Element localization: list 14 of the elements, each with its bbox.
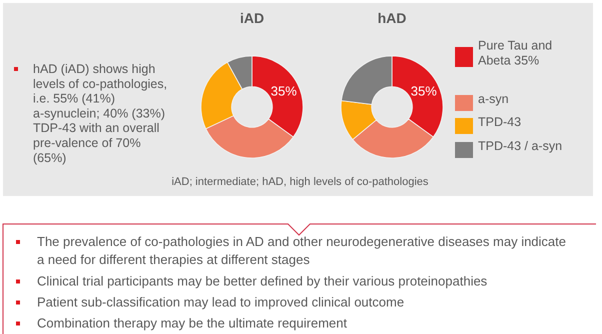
legend-label: a-syn: [478, 92, 509, 106]
text: Patient sub-classification may lead to improved clinical outcome: [37, 294, 404, 310]
legend-label: TPD-43: [478, 115, 522, 129]
chart-title: hAD: [378, 10, 406, 26]
data-label: 35%: [270, 83, 298, 98]
text: hAD (iAD) shows high levels of co-pathologies, i.e. 55% (41%) a-synuclein; 40% (33%) TDP-43 with an overall pre-valence of 70% (65%): [33, 62, 168, 165]
data-label: 35%: [410, 83, 438, 98]
text: Combination therapy may be the ultimate requirement: [37, 316, 348, 330]
chart-title: iAD: [240, 10, 264, 26]
text: iAD; intermediate; hAD, high levels of co-pathologies: [172, 176, 429, 188]
text: The prevalence of co-pathologies in AD and other neurodegenerative diseases may indicate a need for different therapies at different stages: [37, 234, 566, 267]
legend-label: TPD-43 / a-syn: [478, 139, 562, 153]
legend-label: Pure Tau and Abeta 35%: [478, 38, 552, 68]
text: Clinical trial participants may be better defined by their various proteinopathies: [37, 274, 488, 288]
